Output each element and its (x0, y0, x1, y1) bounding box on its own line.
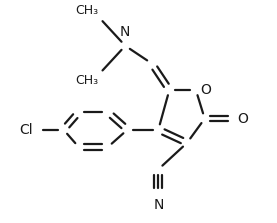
Text: O: O (200, 83, 211, 97)
Text: CH₃: CH₃ (76, 74, 99, 87)
Text: N: N (120, 25, 130, 39)
Text: CH₃: CH₃ (76, 4, 99, 17)
Text: Cl: Cl (19, 123, 33, 137)
Text: O: O (237, 112, 248, 126)
Text: N: N (153, 198, 163, 212)
